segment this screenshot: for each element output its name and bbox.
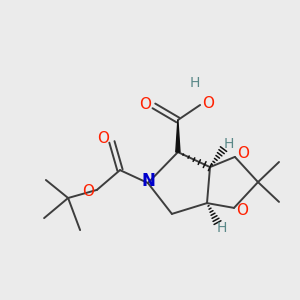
Text: N: N xyxy=(142,172,156,190)
Text: O: O xyxy=(82,184,94,199)
Text: O: O xyxy=(237,146,249,161)
Polygon shape xyxy=(176,120,180,152)
Text: H: H xyxy=(190,76,200,90)
Text: O: O xyxy=(140,97,152,112)
Text: H: H xyxy=(216,221,226,235)
Text: O: O xyxy=(202,96,214,111)
Text: O: O xyxy=(98,131,110,146)
Text: H: H xyxy=(224,137,234,151)
Text: O: O xyxy=(236,203,248,218)
